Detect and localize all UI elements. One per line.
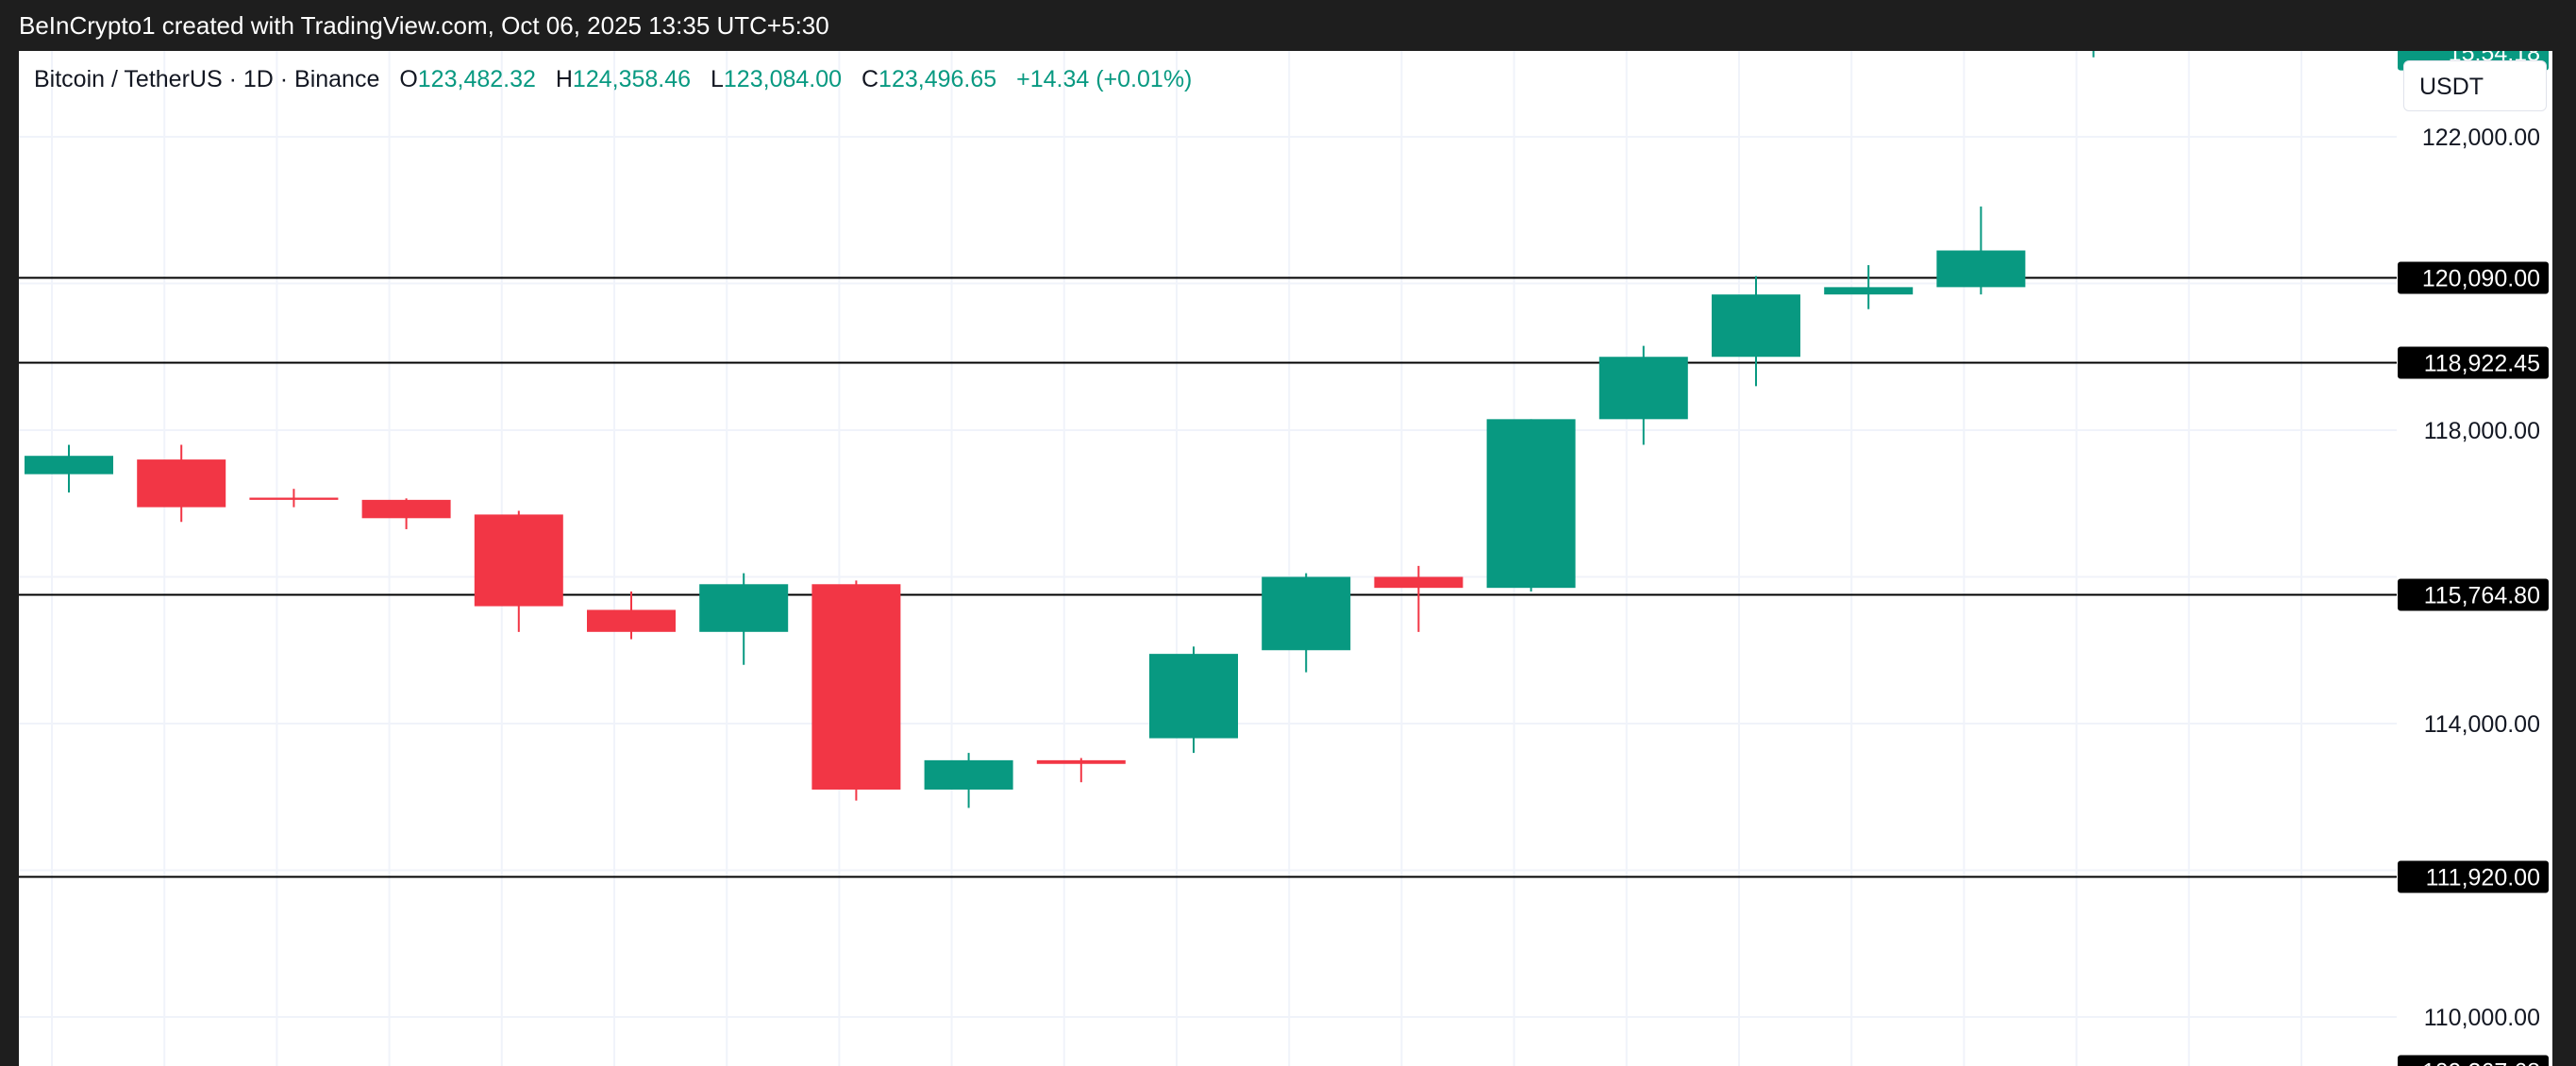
price-tick-label: 122,000.00 (2422, 125, 2540, 151)
candle-body (811, 584, 901, 790)
candle-body (1936, 250, 2026, 288)
attribution-text: BeInCrypto1 created with TradingView.com… (19, 11, 829, 40)
candle-body (1374, 576, 1464, 589)
candle-body (1712, 294, 1800, 358)
level-lines (19, 276, 2397, 878)
candles (25, 51, 2095, 808)
level-label: 118,922.45 (2424, 351, 2540, 377)
symbol-title[interactable]: Bitcoin / TetherUS · 1D · Binance (34, 66, 380, 92)
change-value: +14.34 (+0.01%) (1016, 66, 1193, 92)
candle-body (924, 759, 1013, 790)
grid (19, 51, 2397, 1066)
open-label: O (399, 66, 418, 92)
low-value: 123,084.00 (723, 66, 843, 92)
level-label-box (2398, 860, 2549, 893)
high-label: H (555, 66, 573, 92)
candle-body (587, 609, 676, 632)
high-value: 124,358.46 (572, 66, 692, 92)
chart-panel[interactable]: 110,000.00 114,000.00 118,000.00 122,000.00… (19, 51, 2552, 1066)
level-label: 109,267.68 (2422, 1059, 2540, 1066)
open-value: 123,482.32 (417, 66, 536, 92)
candle-body (137, 459, 226, 508)
candle-body (1149, 654, 1238, 739)
close-label: C (861, 66, 879, 92)
level-label-box (2398, 261, 2549, 294)
price-axis[interactable]: 110,000.00 114,000.00 118,000.00 122,000.00… (2422, 51, 2540, 1031)
ohlc-legend: Bitcoin / TetherUS · 1D · Binance O123,4… (34, 68, 1192, 92)
price-tick-label: 114,000.00 (2424, 711, 2540, 738)
level-label-box (2398, 1055, 2549, 1066)
candle-body (699, 584, 789, 632)
candle-body (1036, 759, 1126, 764)
candlestick-chart[interactable]: 110,000.00 114,000.00 118,000.00 122,000.00… (19, 51, 2552, 1066)
candle-body (1262, 576, 1351, 651)
candle-body (25, 456, 113, 475)
axis-labels: 125,708.42120,090.00118,922.45115,764.80… (2398, 51, 2549, 1066)
price-tick-label: 118,000.00 (2424, 418, 2540, 444)
candle-body (1824, 287, 1914, 295)
price-tick-label: 110,000.00 (2424, 1005, 2540, 1031)
level-label-box (2398, 346, 2549, 379)
candle-body (1598, 357, 1688, 420)
level-label: 111,920.00 (2426, 865, 2540, 891)
candle-body (474, 514, 563, 607)
attribution-bar: BeInCrypto1 created with TradingView.com… (0, 0, 2576, 51)
candle-body (1486, 419, 1576, 589)
currency-button[interactable]: USDT (2403, 60, 2547, 111)
candle-body (249, 497, 339, 500)
level-label-box (2398, 578, 2549, 611)
level-label: 120,090.00 (2422, 266, 2540, 292)
close-value: 123,496.65 (878, 66, 997, 92)
candle-body (361, 499, 451, 519)
low-label: L (711, 66, 724, 92)
level-label: 115,764.80 (2424, 583, 2540, 609)
